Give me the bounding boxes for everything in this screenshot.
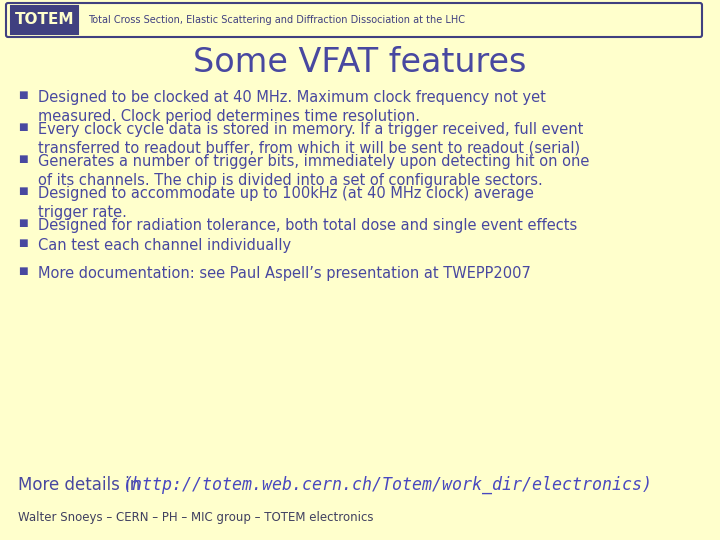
Text: Designed to be clocked at 40 MHz. Maximum clock frequency not yet
measured. Cloc: Designed to be clocked at 40 MHz. Maximu… — [38, 90, 546, 124]
FancyBboxPatch shape — [6, 3, 702, 37]
Text: ■: ■ — [18, 186, 27, 196]
Text: Designed to accommodate up to 100kHz (at 40 MHz clock) average
trigger rate.: Designed to accommodate up to 100kHz (at… — [38, 186, 534, 220]
Text: Some VFAT features: Some VFAT features — [193, 45, 527, 78]
Text: ■: ■ — [18, 238, 27, 248]
Text: Generates a number of trigger bits, immediately upon detecting hit on one
of its: Generates a number of trigger bits, imme… — [38, 154, 590, 187]
FancyBboxPatch shape — [11, 6, 78, 34]
Text: Walter Snoeys – CERN – PH – MIC group – TOTEM electronics: Walter Snoeys – CERN – PH – MIC group – … — [18, 511, 374, 524]
Text: More details in: More details in — [18, 476, 145, 494]
Text: ■: ■ — [18, 154, 27, 164]
Text: ■: ■ — [18, 122, 27, 132]
Text: ■: ■ — [18, 218, 27, 228]
Text: Designed for radiation tolerance, both total dose and single event effects: Designed for radiation tolerance, both t… — [38, 218, 577, 233]
Text: ■: ■ — [18, 90, 27, 100]
Text: (http://totem.web.cern.ch/Totem/work_dir/electronics): (http://totem.web.cern.ch/Totem/work_dir… — [123, 476, 653, 494]
Text: Can test each channel individually: Can test each channel individually — [38, 238, 291, 253]
Text: More documentation: see Paul Aspell’s presentation at TWEPP2007: More documentation: see Paul Aspell’s pr… — [38, 266, 531, 281]
Text: ■: ■ — [18, 266, 27, 276]
Text: Total Cross Section, Elastic Scattering and Diffraction Dissociation at the LHC: Total Cross Section, Elastic Scattering … — [88, 15, 465, 25]
Text: TOTEM: TOTEM — [15, 12, 75, 28]
Text: Every clock cycle data is stored in memory. If a trigger received, full event
tr: Every clock cycle data is stored in memo… — [38, 122, 583, 156]
